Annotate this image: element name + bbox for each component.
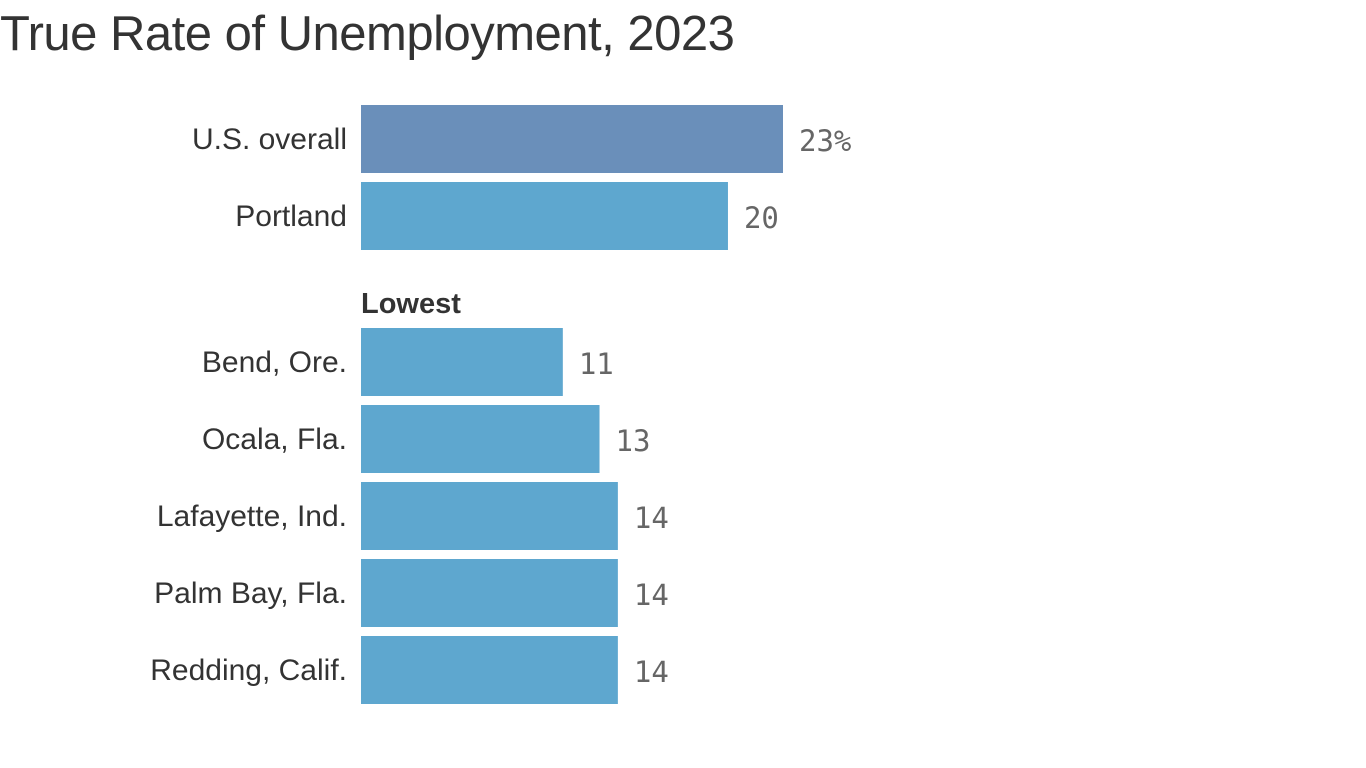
bar-ocala-fla	[361, 405, 600, 473]
value-label-lafayette-ind: 14	[634, 501, 669, 535]
value-label-ocala-fla: 13	[616, 424, 651, 458]
bar-bend-ore	[361, 328, 563, 396]
bar-redding-calif	[361, 636, 618, 704]
chart-title: True Rate of Unemployment, 2023	[0, 7, 735, 61]
category-label-portland: Portland	[235, 200, 347, 233]
bar-palm-bay-fla	[361, 559, 618, 627]
category-label-lafayette-ind: Lafayette, Ind.	[157, 500, 347, 533]
value-label-palm-bay-fla: 14	[634, 578, 669, 612]
category-label-bend-ore: Bend, Ore.	[202, 346, 347, 379]
bar-u-s-overall	[361, 105, 783, 173]
bar-lafayette-ind	[361, 482, 618, 550]
category-label-ocala-fla: Ocala, Fla.	[202, 423, 347, 456]
value-label-bend-ore: 11	[579, 347, 614, 381]
value-label-portland: 20	[744, 201, 779, 235]
value-label-redding-calif: 14	[634, 655, 669, 689]
value-label-u-s-overall: 23%	[799, 124, 851, 158]
bar-portland	[361, 182, 728, 250]
category-label-palm-bay-fla: Palm Bay, Fla.	[154, 577, 347, 610]
category-label-redding-calif: Redding, Calif.	[150, 654, 347, 687]
category-label-u-s-overall: U.S. overall	[192, 123, 347, 156]
section-label-lowest: Lowest	[361, 288, 461, 320]
